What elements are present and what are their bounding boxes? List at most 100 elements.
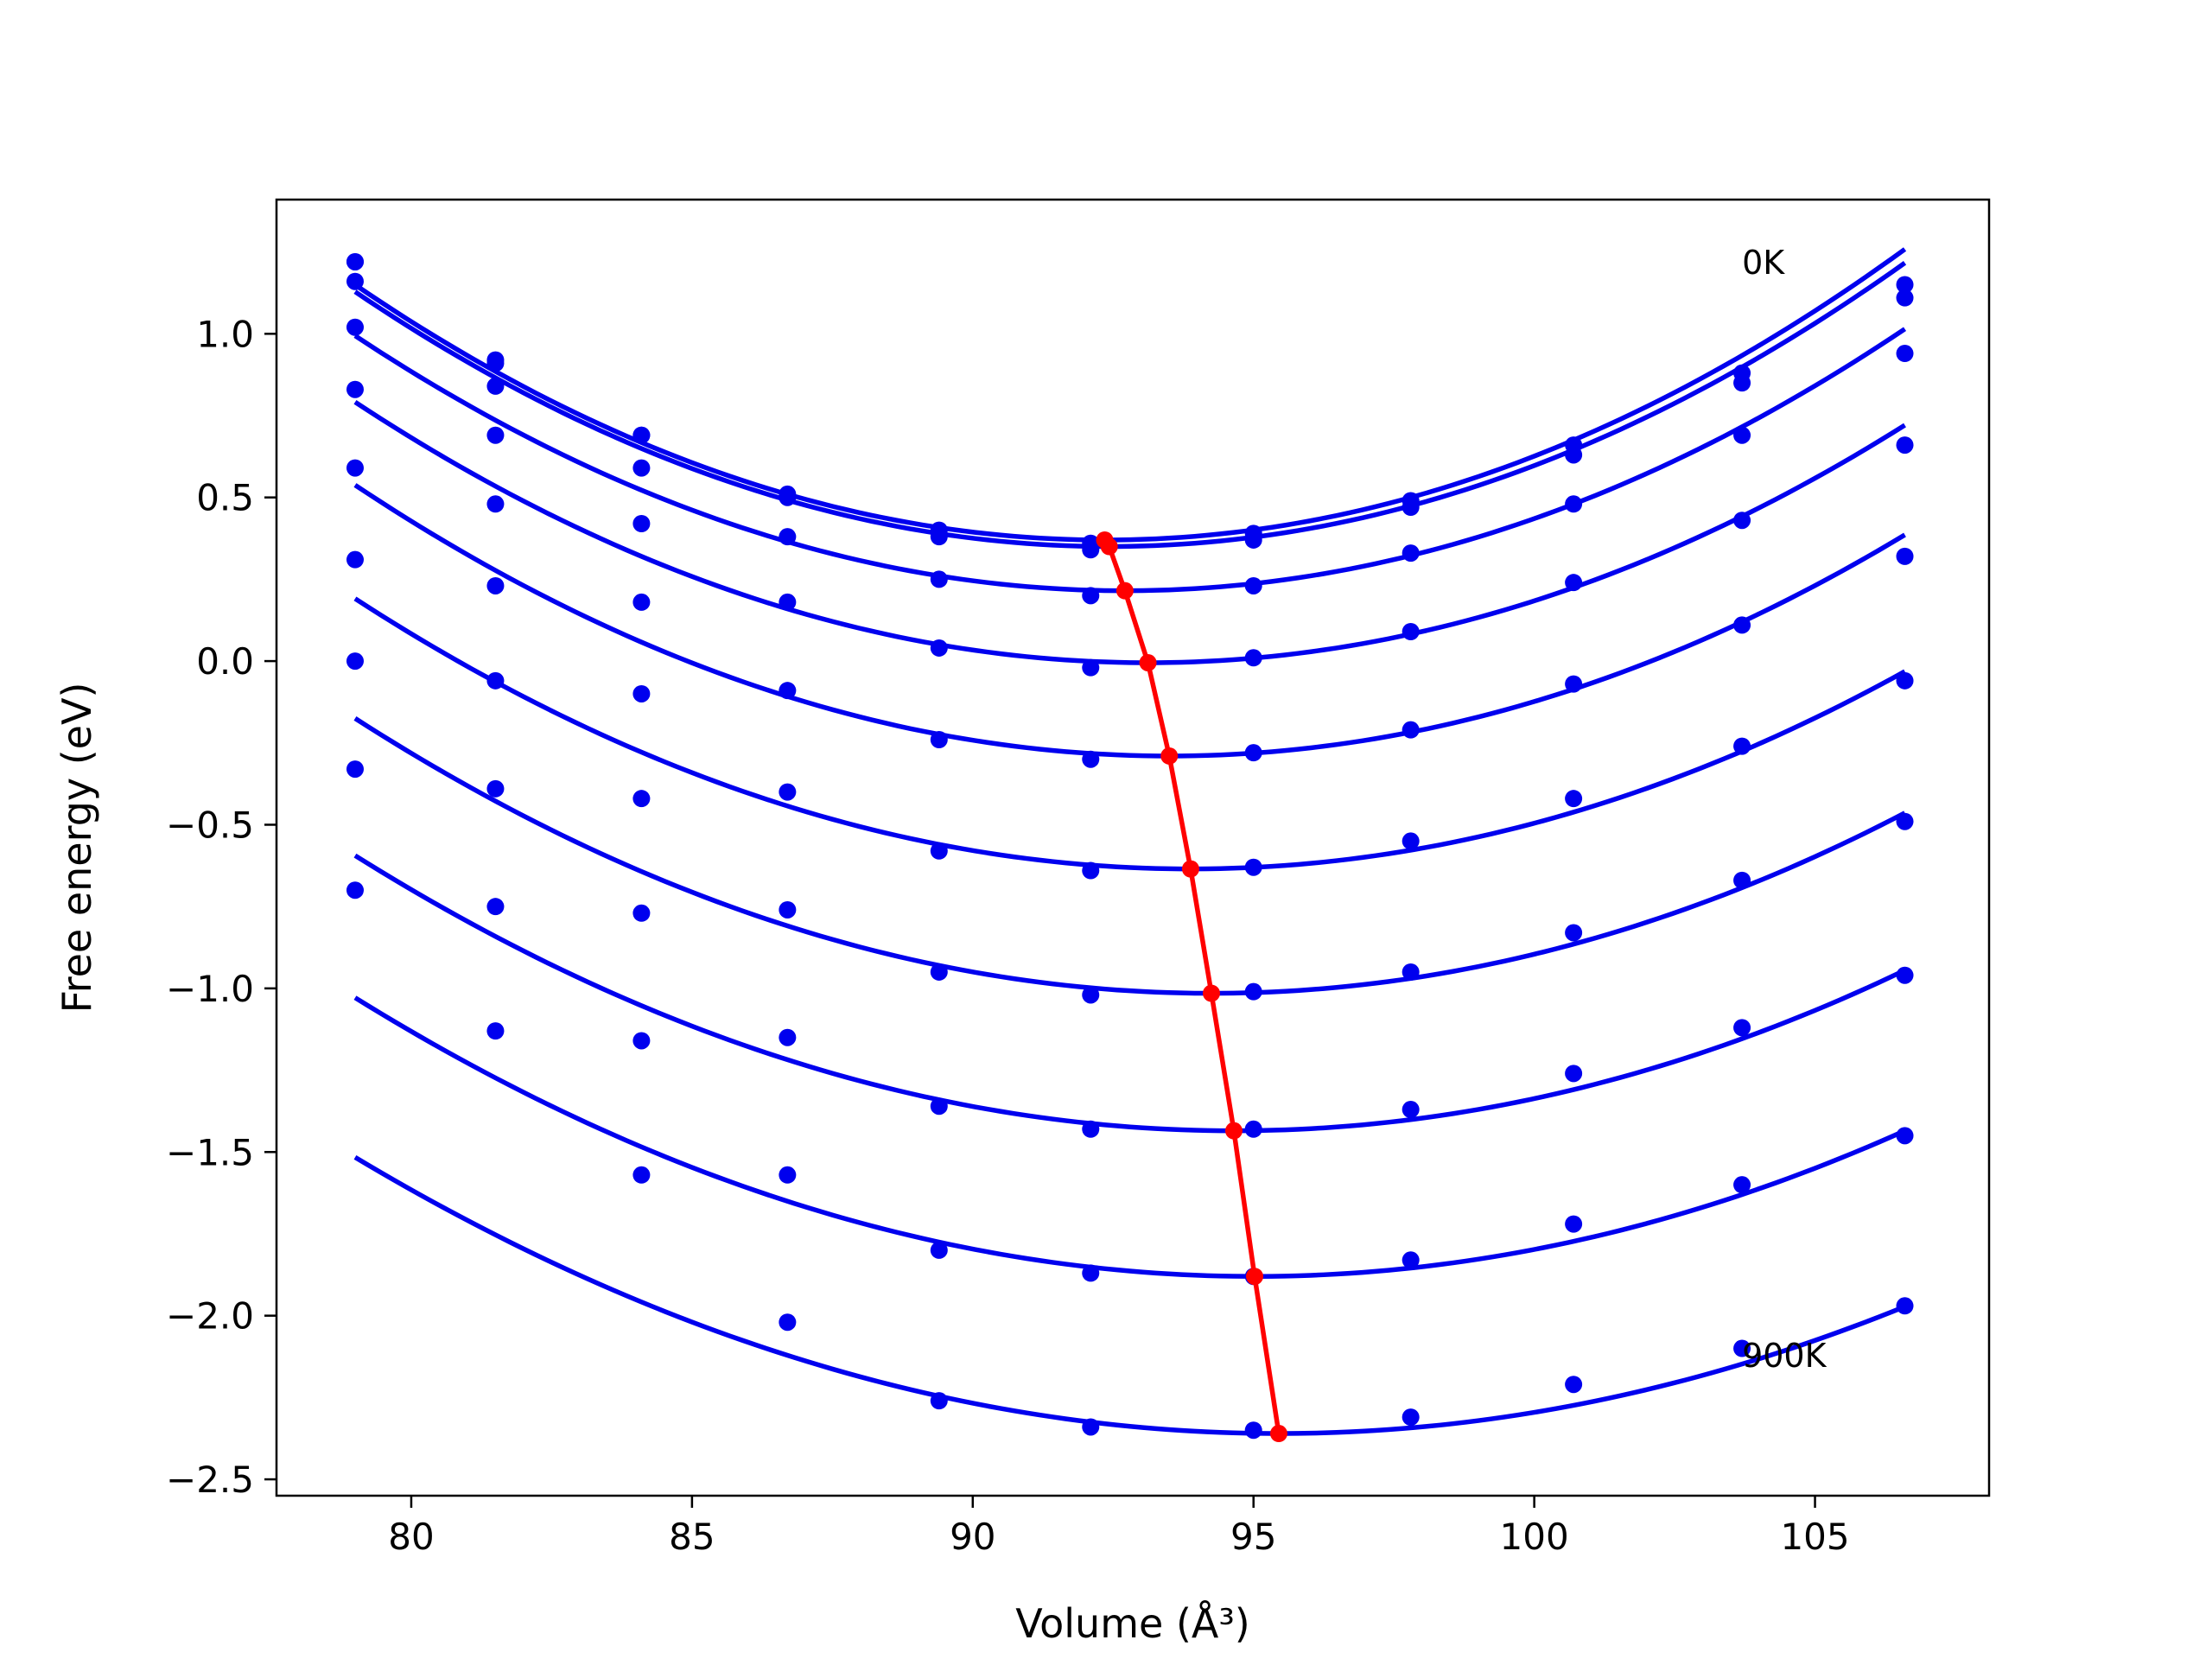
data-point	[1082, 861, 1100, 880]
data-point	[1896, 966, 1914, 984]
data-point	[1896, 1127, 1914, 1145]
minimum-point	[1224, 1122, 1243, 1140]
data-point	[486, 1022, 505, 1040]
data-point	[632, 515, 651, 532]
fit-curve-1	[353, 247, 1907, 543]
fit-curves	[353, 247, 1907, 1436]
data-point	[930, 639, 948, 657]
data-point	[1244, 1421, 1262, 1440]
data-point	[779, 900, 797, 918]
minimum-point	[1269, 1425, 1287, 1443]
x-tick-label: 105	[1780, 1516, 1849, 1558]
data-point	[1244, 531, 1262, 549]
data-point	[1244, 576, 1262, 594]
fit-curve-7	[353, 716, 1906, 996]
y-tick-label: −2.5	[166, 1459, 254, 1501]
data-point	[1733, 426, 1751, 444]
data-point	[1565, 495, 1583, 513]
data-point	[1896, 436, 1914, 454]
data-point	[1565, 1215, 1583, 1233]
data-point	[346, 459, 364, 477]
annotation-0k: 0K	[1742, 244, 1785, 282]
data-point	[1733, 1176, 1751, 1194]
y-tick-label: −0.5	[166, 804, 254, 846]
x-tick-label: 90	[950, 1516, 995, 1558]
data-point	[1402, 721, 1420, 739]
data-point	[1565, 790, 1583, 808]
minimum-point	[1181, 860, 1199, 878]
data-point	[486, 779, 505, 798]
data-point	[1896, 547, 1914, 565]
y-tick-label: 0.0	[196, 640, 254, 683]
data-point	[346, 272, 364, 290]
data-point	[486, 426, 505, 444]
data-point	[1565, 675, 1583, 693]
data-point	[346, 760, 364, 779]
data-point	[1082, 1418, 1100, 1436]
data-point	[1896, 671, 1914, 690]
data-point	[779, 1313, 797, 1332]
x-tick-label: 100	[1500, 1516, 1569, 1558]
data-point	[1733, 616, 1751, 634]
data-point	[346, 252, 364, 270]
data-point	[1244, 982, 1262, 1001]
annotations: 0K 900K	[1742, 244, 1827, 1375]
data-point	[1244, 858, 1262, 876]
data-point	[930, 570, 948, 588]
minimum-line	[1103, 538, 1281, 1434]
data-point	[632, 790, 651, 808]
data-point	[1733, 737, 1751, 755]
data-point	[1733, 512, 1751, 530]
y-tick-label: 0.5	[196, 477, 254, 519]
data-point	[1082, 587, 1100, 605]
y-axis-ticks: −2.5 −2.0 −1.5 −1.0 −0.5 0.0 0.5 1.0	[166, 313, 276, 1501]
data-point	[1082, 658, 1100, 677]
data-point	[1896, 812, 1914, 830]
fit-curve-10	[353, 1154, 1906, 1436]
data-point	[930, 1392, 948, 1410]
fit-curve-2	[353, 261, 1907, 550]
data-point	[632, 593, 651, 611]
data-point	[779, 783, 797, 801]
data-point	[1733, 1339, 1751, 1357]
data-point	[779, 528, 797, 546]
minimum-point	[1139, 653, 1157, 671]
data-point	[779, 1028, 797, 1046]
annotation-900k: 900K	[1742, 1337, 1827, 1375]
data-point	[779, 593, 797, 611]
data-point	[1896, 1297, 1914, 1315]
data-point	[486, 495, 505, 513]
minimum-curve	[1096, 531, 1287, 1443]
y-tick-label: 1.0	[196, 313, 254, 355]
data-points	[346, 252, 1914, 1440]
data-point	[930, 528, 948, 546]
fit-curve-9	[353, 995, 1906, 1279]
data-point	[1082, 1264, 1100, 1282]
data-point	[1244, 649, 1262, 667]
data-point	[486, 671, 505, 690]
data-point	[1402, 623, 1420, 640]
data-point	[1082, 986, 1100, 1004]
data-point	[346, 652, 364, 671]
x-axis-label: Volume (Å³)	[1015, 1600, 1250, 1647]
data-point	[930, 842, 948, 860]
data-point	[1733, 374, 1751, 392]
x-tick-label: 80	[388, 1516, 434, 1558]
data-point	[779, 1166, 797, 1184]
fit-curve-5	[353, 483, 1906, 759]
data-point	[1244, 744, 1262, 762]
data-point	[486, 898, 505, 916]
data-point	[1565, 1376, 1583, 1394]
x-tick-label: 85	[669, 1516, 715, 1558]
data-point	[632, 459, 651, 477]
minimum-point	[1202, 984, 1220, 1002]
y-tick-label: −1.5	[166, 1131, 254, 1173]
data-point	[1565, 574, 1583, 592]
data-point	[1733, 1019, 1751, 1037]
data-point	[632, 426, 651, 444]
x-tick-label: 95	[1230, 1516, 1276, 1558]
data-point	[1402, 1408, 1420, 1427]
data-point	[1565, 924, 1583, 942]
y-axis-label: Free energy (eV)	[54, 683, 100, 1014]
minimum-point	[1116, 582, 1134, 600]
